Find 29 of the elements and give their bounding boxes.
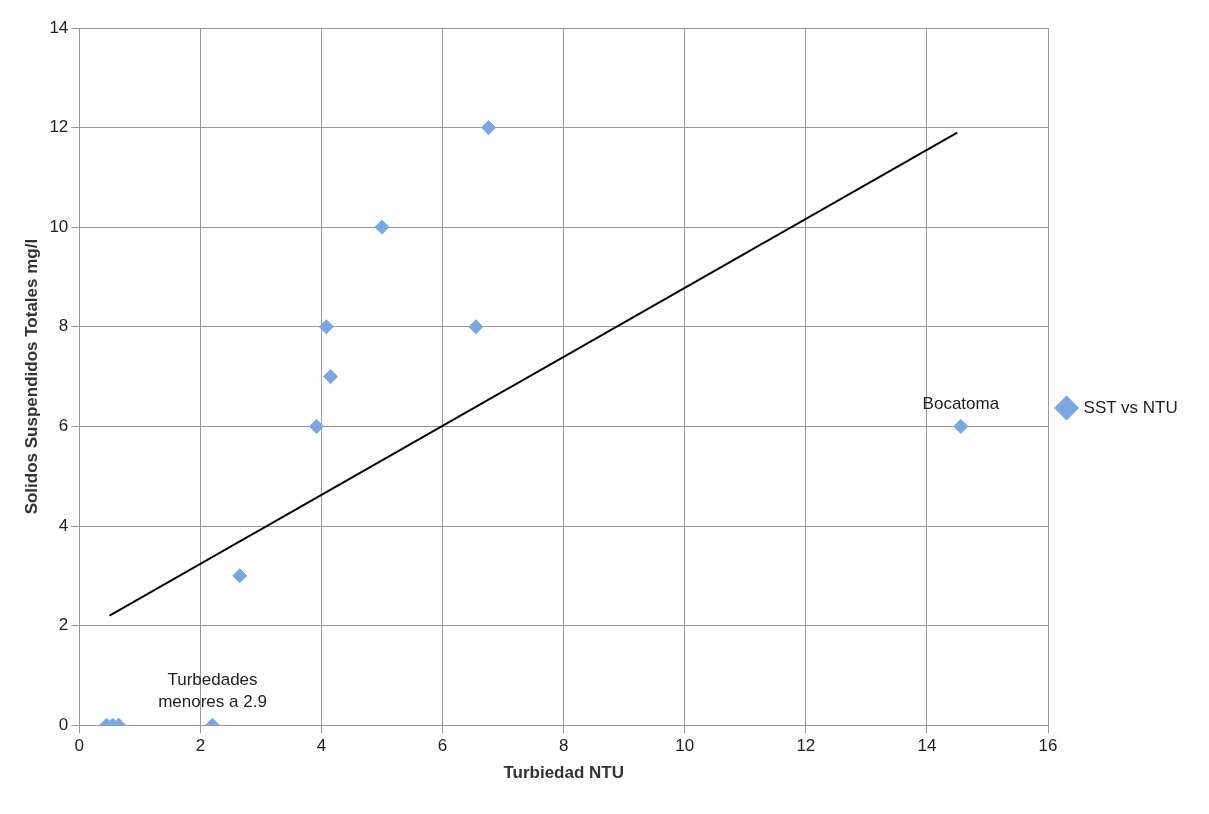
x-tick-label: 2 <box>195 736 206 756</box>
y-tick-label: 10 <box>49 216 69 236</box>
x-tick-label: 10 <box>675 736 695 756</box>
y-tick-label: 6 <box>58 416 69 436</box>
point <box>481 120 497 136</box>
point <box>323 369 339 385</box>
annotation: Bocatoma <box>922 393 1000 413</box>
y-tick-label: 14 <box>49 17 69 37</box>
x-tick-label: 8 <box>558 736 569 756</box>
annotation: Turbedades menores a 2.9 <box>158 670 267 712</box>
point <box>374 219 390 235</box>
y-tick-label: 2 <box>58 615 69 635</box>
y-tick-label: 12 <box>49 117 69 137</box>
y-axis-title: Solidos Suspendidos Totales mg/l <box>21 238 41 515</box>
x-tick-label: 6 <box>437 736 448 756</box>
point <box>468 319 484 335</box>
x-tick-label: 14 <box>917 736 937 756</box>
x-tick-label: 4 <box>316 736 327 756</box>
y-tick-label: 0 <box>58 714 69 734</box>
point <box>318 319 334 335</box>
y-tick-label: 4 <box>58 515 69 535</box>
x-axis-title: Turbiedad NTU <box>503 763 624 783</box>
point <box>953 418 969 434</box>
legend-label: SST vs NTU <box>1083 397 1178 417</box>
point <box>309 418 325 434</box>
x-tick-label: 16 <box>1038 736 1058 756</box>
x-tick-label: 12 <box>796 736 816 756</box>
x-tick-label: 0 <box>74 736 85 756</box>
y-tick-label: 8 <box>58 316 69 336</box>
